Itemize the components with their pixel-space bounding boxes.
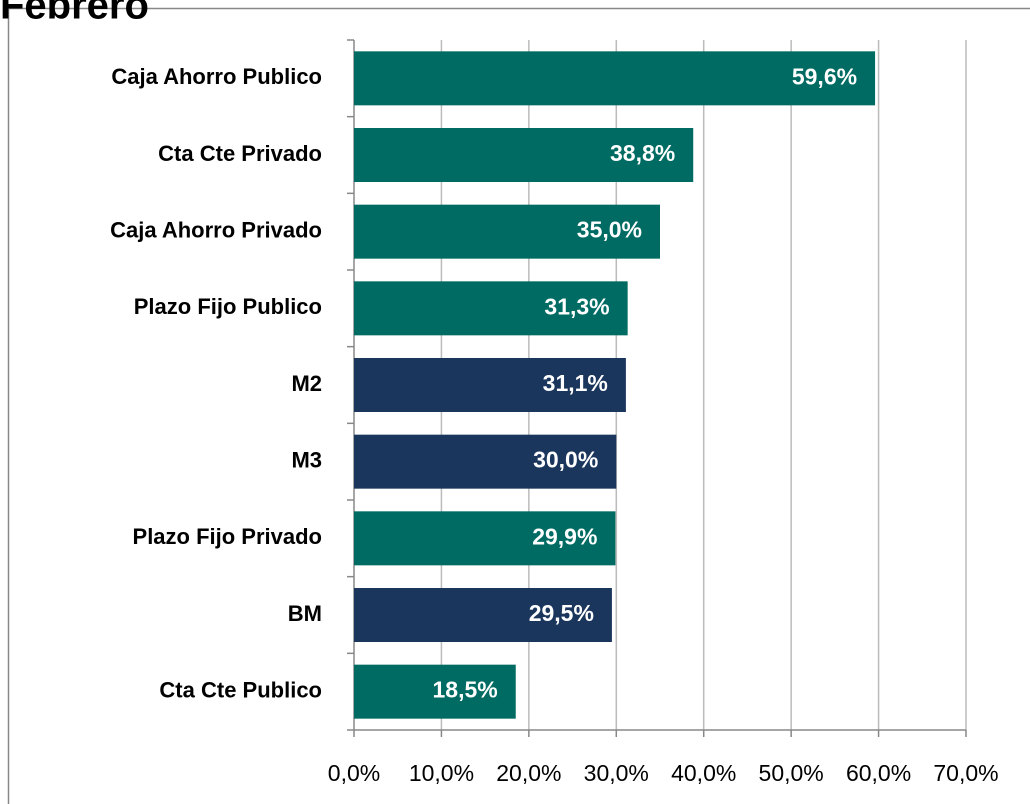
data-label: 29,5% (529, 600, 594, 626)
data-label: 30,0% (533, 447, 598, 473)
y-tick-label: Cta Cte Publico (159, 677, 322, 702)
bar (354, 511, 616, 566)
data-label: 59,6% (792, 63, 857, 89)
data-label: 35,0% (577, 217, 642, 243)
data-label: 29,9% (532, 523, 597, 549)
x-tick-label: 70,0% (933, 760, 998, 786)
chart-border (7, 7, 1030, 804)
bar (354, 281, 628, 336)
bar (354, 128, 694, 182)
y-tick-label: Caja Ahorro Privado (110, 217, 322, 242)
x-tick-label: 40,0% (671, 760, 736, 786)
bar (354, 434, 617, 489)
x-tick-label: 0,0% (328, 760, 380, 786)
data-label: 31,3% (544, 293, 609, 319)
data-label: 31,1% (543, 370, 608, 396)
data-label: 38,8% (610, 140, 675, 166)
bar (354, 358, 626, 412)
bar (354, 664, 516, 719)
chart-title: Febrero (0, 0, 149, 28)
y-tick-label: M2 (291, 371, 322, 396)
x-tick-label: 20,0% (496, 760, 561, 786)
x-tick-label: 30,0% (584, 760, 649, 786)
y-tick-label: Plazo Fijo Privado (133, 524, 322, 549)
x-tick-label: 60,0% (846, 760, 911, 786)
y-tick-label: Cta Cte Privado (158, 141, 322, 166)
bar (354, 588, 612, 642)
x-tick-label: 10,0% (409, 760, 474, 786)
bar (354, 204, 660, 259)
y-tick-label: BM (288, 601, 322, 626)
data-label: 18,5% (433, 677, 498, 703)
y-tick-label: M3 (291, 447, 322, 472)
y-tick-label: Plazo Fijo Publico (134, 294, 322, 319)
bar (354, 51, 876, 106)
x-tick-label: 50,0% (759, 760, 824, 786)
y-tick-label: Caja Ahorro Publico (111, 64, 322, 89)
